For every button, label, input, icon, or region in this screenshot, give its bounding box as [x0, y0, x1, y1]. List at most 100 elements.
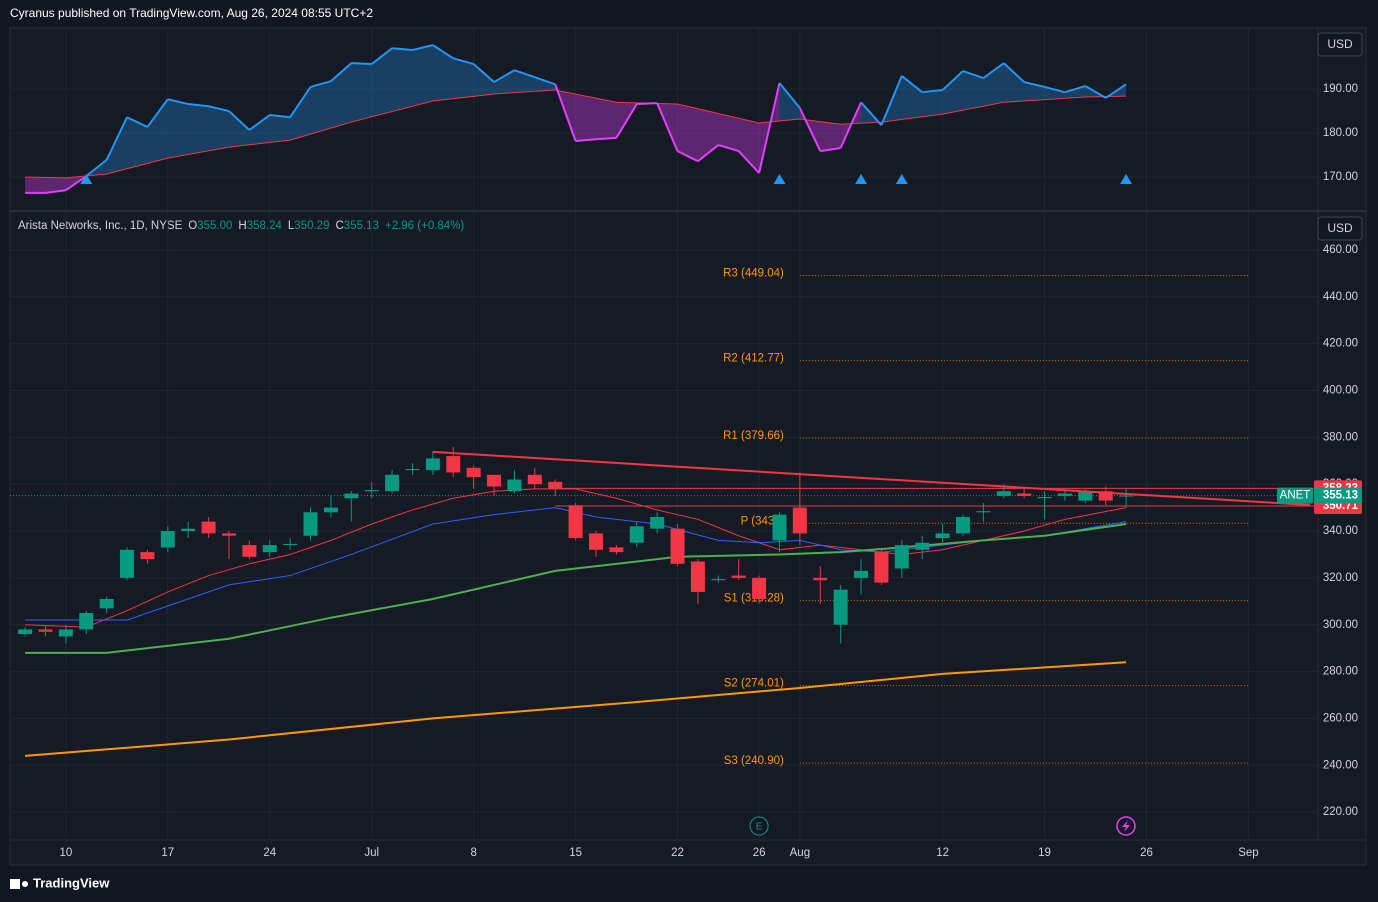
- moving-average: [25, 523, 1127, 654]
- candle-body: [915, 542, 930, 550]
- dividend-icon[interactable]: [1116, 816, 1136, 836]
- cloud-fill: [208, 106, 229, 151]
- brand-logo[interactable]: [22, 881, 28, 887]
- cloud-fill: [351, 63, 372, 123]
- pivot-label: S3 (240.90): [724, 755, 784, 767]
- fast-line: [636, 102, 658, 106]
- cloud-fill: [922, 89, 943, 117]
- cloud-fill: [269, 115, 291, 143]
- cloud-fill: [106, 117, 128, 174]
- candle-body: [833, 589, 848, 625]
- fast-line: [575, 138, 597, 142]
- x-tick-label: 26: [1140, 847, 1153, 859]
- fast-line: [208, 105, 230, 113]
- cloud-fill: [392, 48, 413, 112]
- usd-box[interactable]: USD: [1317, 216, 1363, 241]
- candle-body: [283, 543, 298, 546]
- fast-line: [472, 63, 495, 83]
- fast-line: [371, 47, 393, 65]
- slow-line: [25, 89, 1127, 179]
- fast-line: [1003, 62, 1025, 83]
- fast-line: [901, 75, 923, 93]
- cloud-fill: [412, 45, 433, 107]
- candle-body: [160, 531, 175, 548]
- cloud-fill: [453, 58, 474, 99]
- candle-body: [568, 505, 583, 539]
- brand[interactable]: TradingView: [10, 875, 110, 890]
- legend-key: C: [335, 220, 343, 232]
- brand-name[interactable]: TradingView: [33, 875, 110, 890]
- x-tick-label: Aug: [790, 847, 810, 859]
- pivot-label: R3 (449.04): [723, 268, 784, 280]
- signal-triangle: [895, 174, 908, 184]
- y-tick-label: 220.00: [1323, 806, 1358, 818]
- fast-line: [534, 76, 556, 86]
- candle-body: [507, 479, 522, 492]
- cloud-fill: [25, 177, 46, 193]
- cloud-fill: [290, 86, 311, 141]
- cloud-fill: [677, 104, 698, 162]
- y-tick-label: 190.00: [1323, 83, 1358, 95]
- cloud-fill: [494, 70, 515, 94]
- cloud-fill: [330, 63, 352, 129]
- x-tick-label: 8: [470, 847, 476, 859]
- x-tick-label: 24: [263, 847, 276, 859]
- candle-body: [1078, 491, 1093, 501]
- cloud-fill: [942, 71, 963, 115]
- legend: Arista Networks, Inc., 1D, NYSE O355.00 H3…: [18, 220, 464, 232]
- candle-body: [79, 613, 94, 630]
- fast-line: [656, 102, 679, 152]
- fast-line: [310, 80, 332, 88]
- brand-logo[interactable]: [10, 879, 20, 889]
- y-tick-label: 300.00: [1323, 619, 1358, 631]
- event-label: E: [756, 822, 763, 833]
- y-tick-label: 260.00: [1323, 712, 1358, 724]
- candle-body: [629, 526, 644, 543]
- candle-body: [670, 528, 685, 564]
- legend-value: 355.13: [344, 220, 379, 232]
- cloud-fill: [432, 45, 454, 101]
- candle-body: [854, 570, 869, 578]
- y-tick-label: 380.00: [1323, 431, 1358, 443]
- candle-body: [690, 561, 705, 592]
- fast-line: [1105, 83, 1127, 99]
- fast-line: [392, 47, 413, 51]
- legend-key: O: [188, 220, 197, 232]
- y-tick-label: 440.00: [1323, 291, 1358, 303]
- dividend-icon[interactable]: [1122, 820, 1130, 832]
- usd-box[interactable]: USD: [1317, 32, 1363, 57]
- currency[interactable]: USD: [1327, 221, 1353, 235]
- candle-body: [527, 474, 542, 485]
- cloud-fill: [1064, 86, 1086, 99]
- pivot-label: R1 (379.66): [723, 430, 784, 442]
- pivot-label: R2 (412.77): [723, 353, 784, 365]
- candle-body: [446, 456, 461, 473]
- candle-body: [1098, 491, 1113, 501]
- fast-line: [432, 44, 454, 60]
- fast-line: [228, 110, 251, 131]
- candle-body: [996, 491, 1011, 496]
- y-tick-label: 420.00: [1323, 338, 1358, 350]
- x-tick-label: Jul: [364, 847, 379, 859]
- candle-body: [303, 512, 318, 536]
- signal-triangle: [773, 174, 786, 184]
- cloud-fill: [45, 177, 66, 193]
- fast-line: [778, 82, 801, 109]
- fast-line: [595, 136, 617, 141]
- legend-key: L: [288, 220, 295, 232]
- usd-box-frame[interactable]: [1317, 216, 1363, 241]
- y-tick-label: 460.00: [1323, 244, 1358, 256]
- fast-line: [615, 103, 638, 139]
- cloud-fill: [738, 118, 760, 174]
- usd-box-frame[interactable]: [1317, 32, 1363, 57]
- candle-body: [181, 528, 196, 532]
- candle-body: [1037, 497, 1052, 499]
- candle-body: [58, 629, 73, 637]
- cloud-fill: [534, 77, 556, 92]
- cloud-fill: [371, 48, 393, 117]
- legend-key: H: [238, 220, 246, 232]
- candle-body: [1057, 493, 1072, 496]
- candle-body: [955, 516, 970, 534]
- currency[interactable]: USD: [1327, 37, 1353, 51]
